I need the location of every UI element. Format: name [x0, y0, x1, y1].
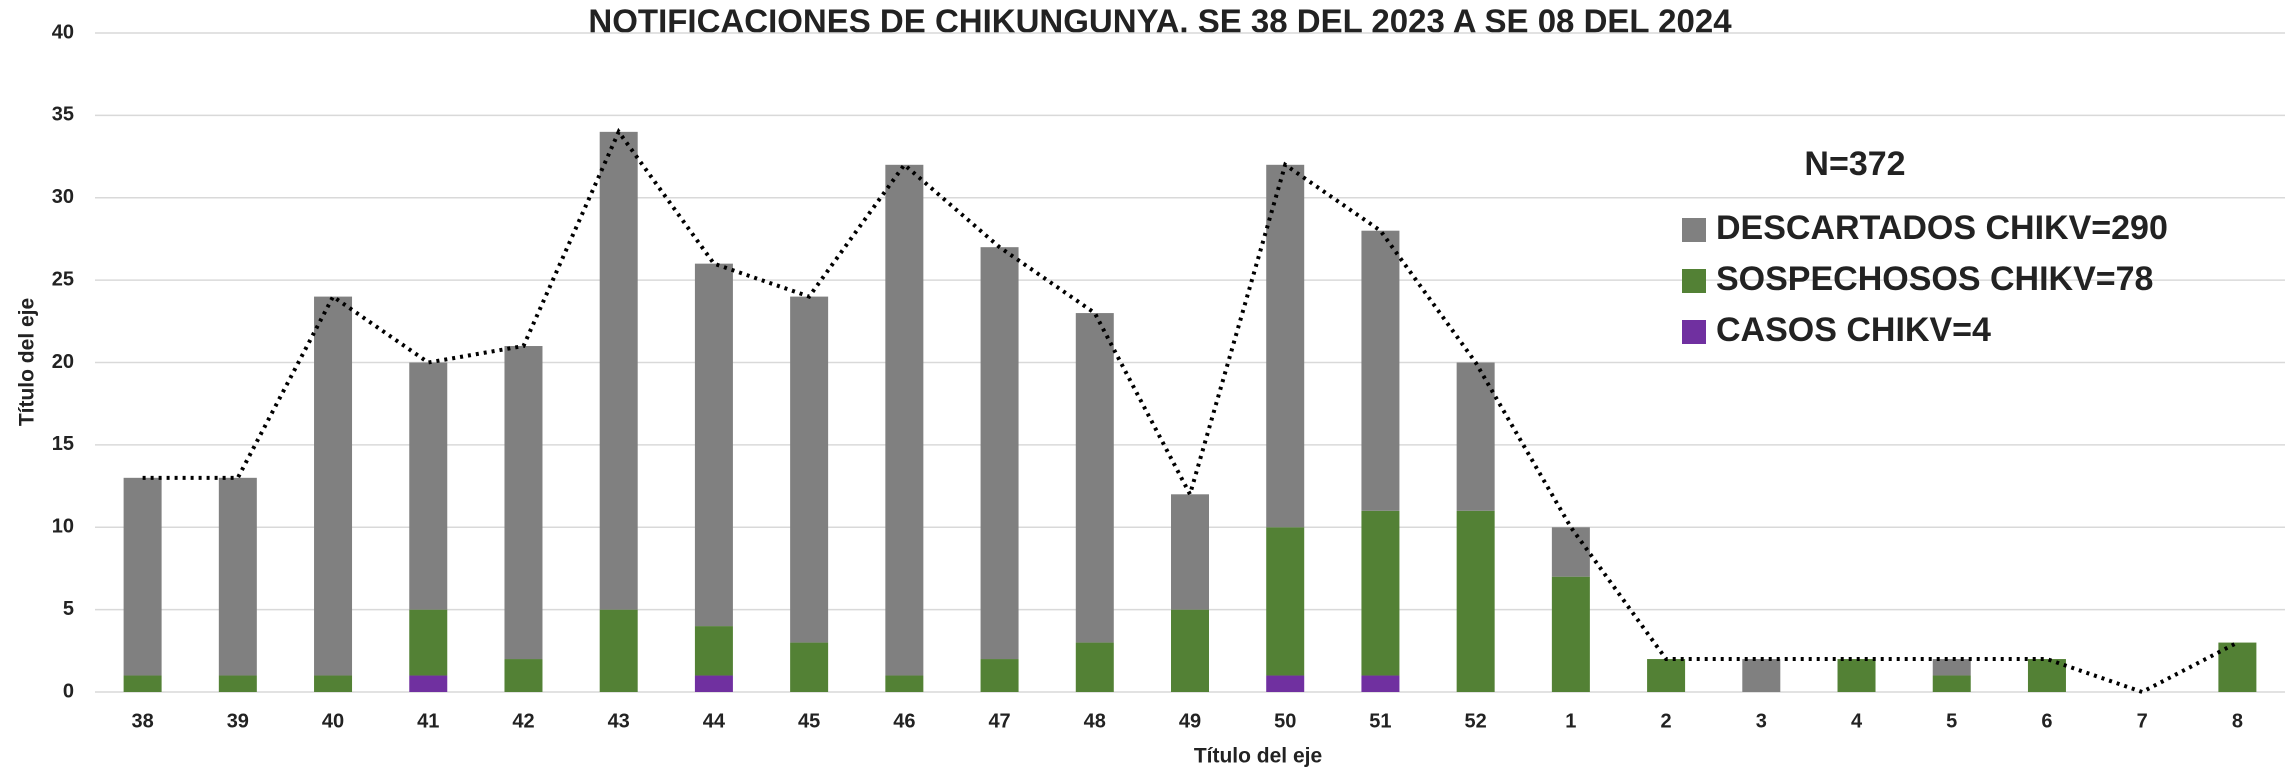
- bar-segment: [409, 675, 448, 692]
- y-tick-label: 0: [63, 680, 74, 702]
- y-tick-label: 35: [52, 104, 74, 126]
- bar-segment: [694, 675, 733, 692]
- x-tick-label: 49: [1179, 710, 1201, 732]
- legend-label: CASOS CHIKV=4: [1716, 311, 1991, 349]
- x-tick-label: 3: [1756, 710, 1767, 732]
- y-tick-label: 5: [63, 598, 74, 620]
- legend-swatch: [1682, 320, 1706, 344]
- bar-segment: [1456, 510, 1495, 692]
- bar-segment: [1647, 659, 1686, 692]
- x-tick-label: 4: [1851, 710, 1863, 732]
- bar-segment: [694, 626, 733, 676]
- bar-segment: [1075, 642, 1114, 692]
- bar-segment: [218, 477, 257, 676]
- bar-segment: [790, 642, 829, 692]
- x-tick-label: 45: [798, 710, 820, 732]
- y-axis-title: Título del eje: [16, 298, 39, 426]
- x-tick-label: 5: [1946, 710, 1957, 732]
- x-axis-title: Título del eje: [1194, 745, 1322, 768]
- x-tick-label: 52: [1465, 710, 1487, 732]
- x-tick-label: 8: [2232, 710, 2243, 732]
- x-tick-label: 46: [893, 710, 915, 732]
- bar-segment: [2218, 642, 2257, 692]
- bar-segment: [123, 477, 162, 676]
- y-tick-label: 25: [52, 268, 74, 290]
- bar-segment: [885, 164, 924, 676]
- bar-segment: [694, 263, 733, 627]
- bar-segment: [1551, 527, 1590, 577]
- bar-segment: [1171, 609, 1209, 692]
- x-tick-label: 44: [703, 710, 726, 732]
- bar-segment: [1361, 675, 1400, 692]
- bar-segment: [980, 659, 1019, 692]
- x-tick-label: 41: [417, 710, 439, 732]
- bar-segment: [599, 131, 638, 610]
- x-tick-label: 48: [1084, 710, 1106, 732]
- x-tick-label: 1: [1565, 710, 1576, 732]
- chart-title: NOTIFICACIONES DE CHIKUNGUNYA. SE 38 DEL…: [588, 3, 1732, 40]
- y-tick-label: 40: [52, 21, 74, 43]
- bar-segment: [1742, 659, 1781, 692]
- legend-swatch: [1682, 269, 1706, 293]
- x-tick-label: 7: [2137, 710, 2148, 732]
- bar-segment: [123, 675, 162, 692]
- x-tick-label: 50: [1274, 710, 1296, 732]
- x-tick-label: 47: [988, 710, 1010, 732]
- bar-segment: [1075, 313, 1114, 643]
- bar-segment: [409, 609, 448, 676]
- x-tick-label: 39: [227, 710, 249, 732]
- x-tick-label: 2: [1661, 710, 1672, 732]
- bar-segment: [1932, 675, 1971, 692]
- x-tick-label: 42: [512, 710, 534, 732]
- bar-segment: [409, 362, 448, 610]
- y-tick-label: 15: [52, 433, 74, 455]
- bar-segment: [1171, 494, 1209, 610]
- bar-segment: [599, 609, 638, 692]
- bar-segment: [2027, 659, 2066, 692]
- y-tick-label: 20: [52, 351, 74, 373]
- legend-swatch: [1682, 218, 1706, 242]
- bar-segment: [1266, 527, 1305, 676]
- legend-label: DESCARTADOS CHIKV=290: [1716, 209, 2168, 247]
- bar-segment: [218, 675, 257, 692]
- total-line: [142, 127, 2239, 695]
- bar-segment: [1361, 230, 1400, 511]
- bar-segment: [790, 296, 829, 643]
- x-tick-label: 40: [322, 710, 344, 732]
- bar-segment: [1837, 659, 1876, 692]
- y-tick-label: 10: [52, 516, 74, 538]
- bar-segment: [314, 296, 353, 676]
- bar-segment: [885, 675, 924, 692]
- bar-segment: [504, 346, 543, 660]
- bar-segment: [980, 247, 1019, 660]
- bar-segment: [1266, 675, 1305, 692]
- x-tick-label: 38: [131, 710, 153, 732]
- bar-segment: [314, 675, 353, 692]
- x-tick-label: 43: [608, 710, 630, 732]
- x-tick-label: 6: [2041, 710, 2052, 732]
- bar-segment: [1932, 659, 1971, 676]
- bar-segment: [1361, 510, 1400, 676]
- bar-segment: [504, 659, 543, 692]
- x-tick-label: 51: [1369, 710, 1391, 732]
- y-tick-label: 30: [52, 186, 74, 208]
- bar-segment: [1551, 576, 1590, 692]
- bar-segment: [1456, 362, 1495, 511]
- bar-segment: [1266, 164, 1305, 528]
- annotation: N=372: [1804, 145, 1905, 183]
- legend-label: SOSPECHOSOS CHIKV=78: [1716, 260, 2153, 298]
